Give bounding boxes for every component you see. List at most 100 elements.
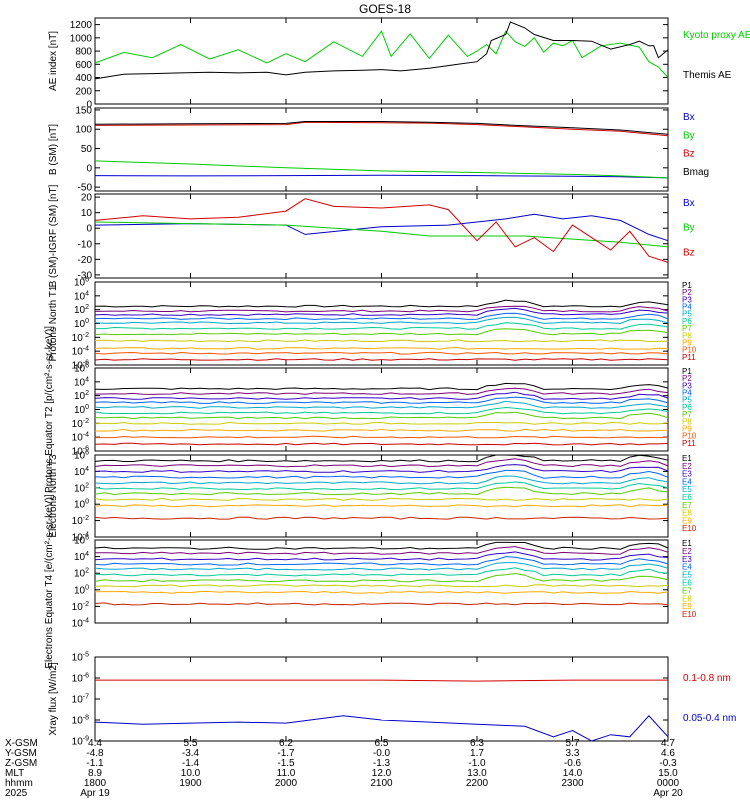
x-row-value: -0.0	[373, 748, 391, 759]
series-e9	[94, 590, 669, 594]
legend-p11: P11	[682, 353, 696, 362]
series-e4	[94, 469, 669, 479]
x-row-value: 1900	[179, 778, 202, 789]
x-row-value: 2300	[561, 778, 584, 789]
y-tick-exponent: -4	[83, 532, 89, 539]
legend-e10: E10	[682, 524, 697, 533]
legend-e6: E6	[682, 579, 692, 588]
y-tick-exponent: 0	[85, 584, 89, 591]
legend-0-05-0-4-nm: 0.05-0.4 nm	[683, 713, 736, 724]
y-tick-exponent: -4	[83, 432, 89, 439]
end-date: Apr 20	[653, 788, 683, 799]
series-p8	[94, 421, 669, 425]
x-row-value: 8.9	[88, 768, 102, 779]
x-row-value: 15.0	[658, 768, 678, 779]
x-row-value: 13.0	[467, 768, 487, 779]
series-p1	[94, 382, 669, 391]
legend-e9: E9	[682, 602, 692, 611]
y-tick-label: 1000	[70, 33, 93, 44]
y-tick-label: 104	[74, 290, 89, 302]
legend-kyoto-proxy-ae: Kyoto proxy AE	[683, 30, 750, 41]
y-tick-label: 10	[81, 208, 93, 219]
legend-p2: P2	[682, 374, 692, 383]
y-tick-exponent: 6	[85, 535, 89, 542]
series-p4	[94, 396, 669, 404]
legend-e6: E6	[682, 493, 692, 502]
x-row-value: 10.0	[181, 768, 201, 779]
series-e2	[94, 458, 669, 468]
series-e9	[94, 504, 669, 508]
y-axis-label: Xray flux [W/m2]	[48, 662, 59, 736]
x-row-label: MLT	[5, 768, 24, 779]
series-e1	[94, 541, 669, 550]
legend-p8: P8	[682, 331, 692, 340]
y-tick-label: -10	[78, 239, 93, 250]
y-tick-label: 50	[81, 144, 93, 155]
series-by	[94, 221, 669, 248]
y-tick-exponent: 4	[85, 376, 89, 383]
y-tick-label: 600	[75, 60, 92, 71]
legend-e1: E1	[682, 454, 692, 463]
x-row-value: -1.1	[86, 758, 104, 769]
series-p7	[94, 411, 669, 420]
series-p7	[94, 328, 669, 336]
x-row-value: 0000	[657, 778, 680, 789]
x-row-value: 4.7	[661, 738, 675, 749]
series-p1	[94, 299, 669, 308]
y-tick-label: 800	[75, 47, 92, 58]
panel-bdiff: -30 -20 -10 0 10 20 B (SM)-IGRF (SM) [nT]	[48, 184, 669, 287]
y-tick-label: 0	[86, 100, 92, 111]
legend-themis-ae: Themis AE	[683, 70, 732, 81]
x-row-value: 12.0	[372, 768, 392, 779]
y-tick-label: 10-7	[72, 694, 89, 706]
panel-ae: 0 200 400 600 800 1000 1200 AE index [nT]	[48, 17, 669, 111]
y-tick-exponent: 0	[85, 318, 89, 325]
y-tick-exponent: 4	[85, 466, 89, 473]
x-row-value: -1.4	[182, 758, 200, 769]
y-tick-exponent: -8	[83, 715, 89, 722]
legend-p3: P3	[682, 295, 692, 304]
series-e6	[94, 481, 669, 491]
panel-frame	[94, 454, 669, 538]
x-row-value: -0.3	[659, 758, 677, 769]
y-axis-label: Electrons North T3	[48, 454, 59, 538]
series-p5	[94, 400, 669, 409]
x-row-value: 6.3	[470, 738, 484, 749]
legend-e10: E10	[682, 610, 697, 619]
y-axis-label: B (SM)-IGRF (SM) [nT]	[48, 184, 59, 287]
x-row-value: 1.7	[470, 748, 484, 759]
legend-p2: P2	[682, 288, 692, 297]
y-tick-exponent: -6	[83, 360, 89, 367]
y-tick-label: 106	[74, 450, 89, 462]
legend-e8: E8	[682, 509, 692, 518]
start-date: Apr 19	[80, 788, 110, 799]
x-row-value: -1.5	[277, 758, 295, 769]
legend-e7: E7	[682, 586, 692, 595]
panel-xray: 10-9 10-8 10-7 10-6 10-5 Xray flux [W/m2]	[48, 652, 669, 748]
y-tick-exponent: -4	[83, 618, 89, 625]
y-axis-label: B (SM) [nT]	[48, 124, 59, 175]
y-tick-exponent: 2	[85, 390, 89, 397]
series-e2	[95, 546, 669, 555]
x-row-value: 5.5	[184, 738, 198, 749]
series-p11	[94, 442, 669, 446]
series-p9	[94, 428, 669, 432]
x-row-value: 6.2	[279, 738, 293, 749]
y-axis-label: Electrons Equator T4 [e/(cm²-s-sr-keV)]	[44, 494, 55, 669]
y-tick-label: -20	[78, 255, 93, 266]
x-row-label: Z-GSM	[5, 758, 37, 769]
legend-p10: P10	[682, 346, 697, 355]
panel-frame	[94, 107, 669, 192]
series-e8	[94, 584, 669, 588]
x-row-value: 6.5	[375, 738, 389, 749]
y-tick-label: 10-2	[72, 332, 89, 344]
y-tick-exponent: -9	[83, 736, 89, 743]
x-row-value: 4.4	[88, 738, 102, 749]
y-tick-exponent: -6	[83, 673, 89, 680]
y-tick-label: 1200	[70, 20, 93, 31]
series-e10	[94, 602, 669, 606]
y-tick-exponent: 0	[85, 404, 89, 411]
x-row-value: 14.0	[563, 768, 583, 779]
legend-bx: Bx	[683, 112, 695, 123]
